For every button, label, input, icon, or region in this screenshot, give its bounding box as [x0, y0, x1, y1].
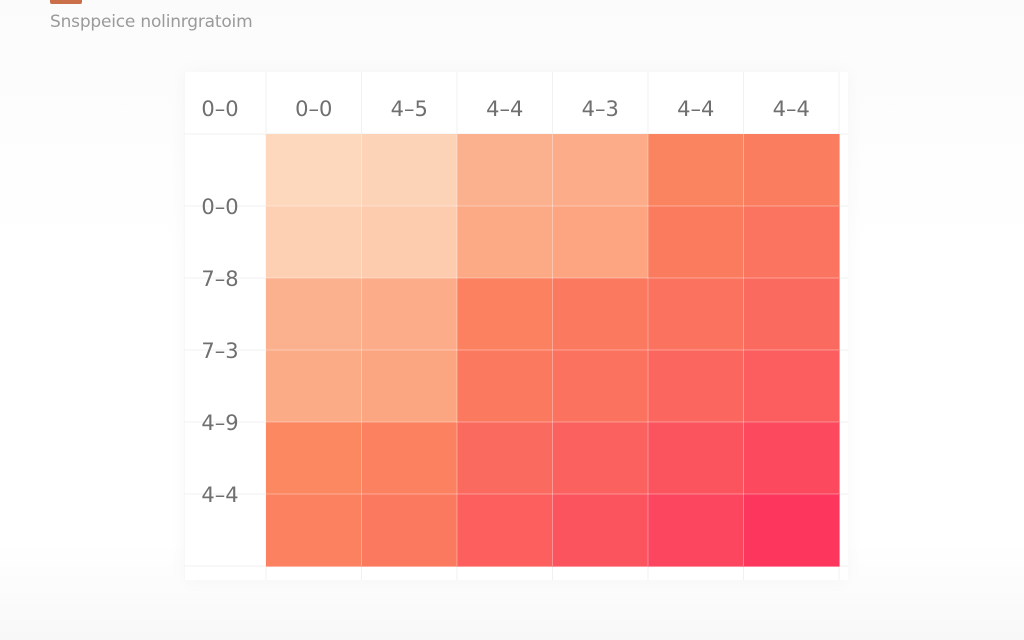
x-axis-ticks: 0–0 0–0 4–5 4–4 4–3 4–4 4–4 — [201, 97, 809, 121]
heatmap-cell — [361, 494, 458, 567]
x-tick-label: 4–4 — [677, 97, 714, 121]
heatmap-cell — [552, 422, 649, 495]
page-title: Snsppeice nolinrgratoim — [50, 12, 253, 32]
heatmap-cell — [266, 278, 363, 351]
heatmap-cell — [743, 494, 840, 567]
heatmap-cell — [266, 422, 363, 495]
heatmap-cells — [266, 134, 840, 567]
y-tick-label: 4–4 — [201, 483, 238, 507]
heatmap-cell — [361, 422, 458, 495]
heatmap-cell — [648, 422, 745, 495]
heatmap-cell — [457, 206, 554, 279]
heatmap-cell — [457, 278, 554, 351]
x-tick-label: 4–4 — [773, 97, 810, 121]
x-tick-label: 0–0 — [295, 97, 332, 121]
heatmap-cell — [361, 206, 458, 279]
heatmap-cell — [743, 134, 840, 207]
heatmap-cell — [266, 494, 363, 567]
heatmap-cell — [743, 278, 840, 351]
heatmap-cell — [457, 422, 554, 495]
heatmap-card: 0–0 0–0 4–5 4–4 4–3 4–4 4–4 0–0 7–8 7–3 4–9 4–4 — [184, 72, 848, 580]
heatmap-cell — [648, 134, 745, 207]
heatmap-cell — [648, 350, 745, 423]
heatmap-cell — [552, 278, 649, 351]
heatmap-cell — [648, 278, 745, 351]
heatmap-cell — [552, 206, 649, 279]
x-tick-label: 4–3 — [582, 97, 619, 121]
heatmap-cell — [361, 350, 458, 423]
y-tick-label: 7–8 — [201, 267, 238, 291]
y-axis-ticks: 0–0 7–8 7–3 4–9 4–4 — [201, 195, 238, 507]
heatmap-cell — [743, 422, 840, 495]
heatmap-cell — [266, 350, 363, 423]
heatmap-cell — [552, 134, 649, 207]
heatmap-cell — [361, 134, 458, 207]
heatmap-cell — [457, 134, 554, 207]
heatmap-cell — [552, 350, 649, 423]
heatmap-cell — [648, 206, 745, 279]
corner-label: 0–0 — [201, 97, 238, 121]
heatmap-cell — [457, 350, 554, 423]
heatmap-cell — [266, 134, 363, 207]
heatmap-cell — [552, 494, 649, 567]
heatmap-cell — [266, 206, 363, 279]
x-tick-label: 4–5 — [391, 97, 428, 121]
heatmap-cell — [648, 494, 745, 567]
y-tick-label: 4–9 — [201, 411, 238, 435]
x-tick-label: 4–4 — [486, 97, 523, 121]
y-tick-label: 7–3 — [201, 339, 238, 363]
y-tick-label: 0–0 — [201, 195, 238, 219]
heatmap-chart: 0–0 0–0 4–5 4–4 4–3 4–4 4–4 0–0 7–8 7–3 4–9 4–4 — [184, 72, 848, 580]
heatmap-cell — [361, 278, 458, 351]
heatmap-cell — [457, 494, 554, 567]
heatmap-cell — [743, 206, 840, 279]
header-accent-bar — [50, 0, 82, 4]
heatmap-cell — [743, 350, 840, 423]
